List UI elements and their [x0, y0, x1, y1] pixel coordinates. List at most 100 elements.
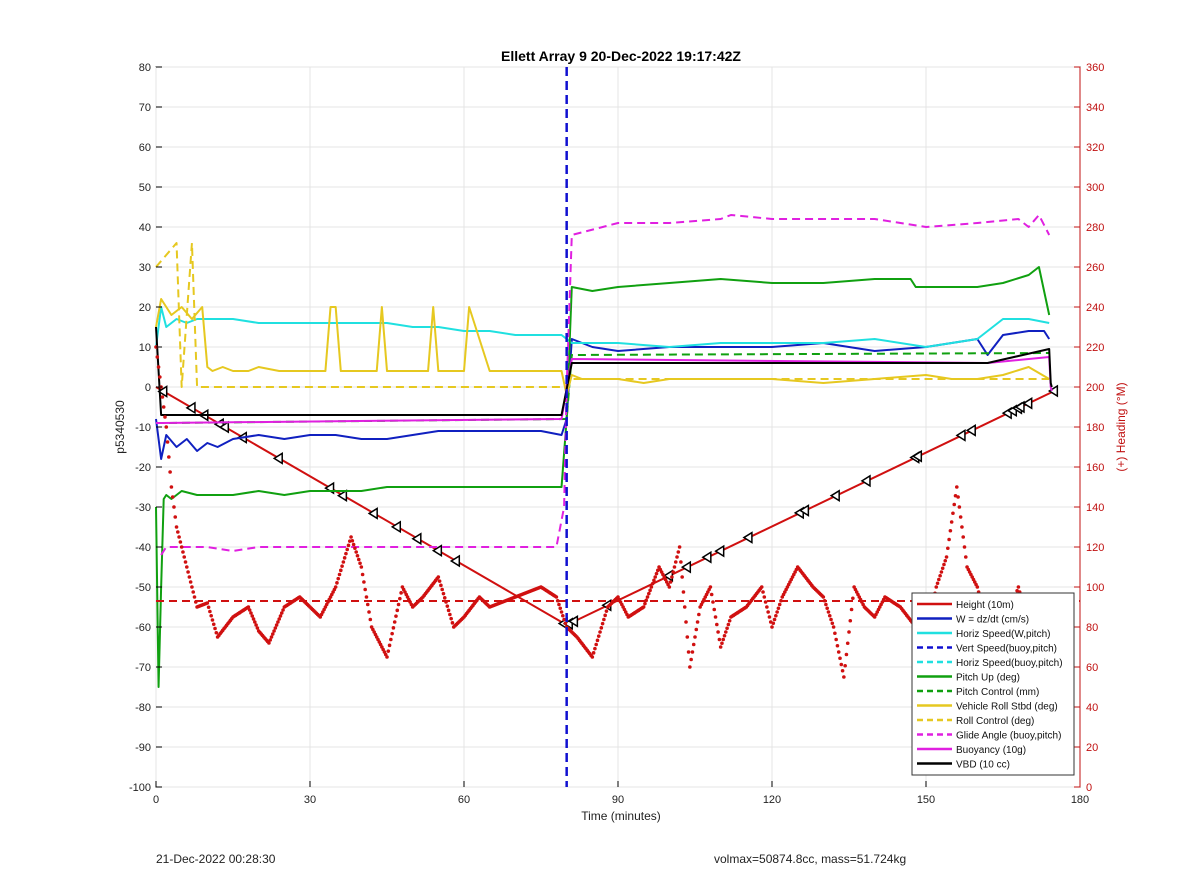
heading-point	[562, 617, 566, 622]
heading-point	[652, 578, 656, 583]
heading-point	[844, 652, 849, 657]
heading-point	[594, 642, 598, 647]
height-marker	[390, 520, 402, 534]
heading-point	[450, 621, 455, 625]
y-right-tick-label: 340	[1086, 102, 1104, 114]
heading-point	[213, 626, 217, 631]
heading-point	[961, 535, 966, 539]
heading-point	[163, 415, 167, 419]
heading-point	[333, 585, 338, 589]
heading-point	[368, 617, 373, 622]
y-tick-label: 60	[139, 142, 151, 154]
heading-point	[191, 590, 196, 594]
heading-point	[173, 515, 178, 519]
heading-point	[827, 613, 832, 618]
height-marker	[860, 474, 871, 488]
height-marker	[336, 489, 348, 502]
heading-point	[356, 557, 361, 562]
height-marker	[367, 507, 378, 520]
heading-point	[441, 591, 446, 596]
heading-point	[446, 608, 451, 613]
y-tick-label: -20	[135, 462, 151, 474]
heading-point	[385, 655, 389, 659]
heading-point	[938, 573, 942, 578]
heading-point	[350, 538, 355, 543]
heading-point	[445, 604, 450, 608]
y-right-tick-label: 80	[1086, 622, 1098, 634]
x-tick-label: 180	[1071, 794, 1089, 806]
heading-point	[187, 575, 192, 579]
heading-point	[249, 611, 253, 615]
heading-point	[689, 657, 693, 662]
axes-layer: 0 30 60 90 120 150 180-100-90-80-70-60-50-40-3…	[129, 62, 1104, 806]
heading-point	[164, 425, 169, 429]
heading-point	[772, 617, 777, 622]
heading-point	[155, 355, 160, 359]
heading-point	[845, 641, 850, 646]
heading-point	[670, 575, 674, 579]
heading-point	[602, 617, 606, 622]
heading-point	[436, 575, 441, 579]
heading-point	[363, 587, 367, 592]
heading-point	[341, 560, 346, 564]
height-marker	[1022, 396, 1033, 410]
heading-point	[160, 395, 165, 399]
heading-point	[668, 580, 673, 584]
series-line	[155, 326, 1053, 416]
heading-point	[826, 610, 831, 614]
x-tick-label: 60	[458, 794, 470, 806]
heading-point	[822, 598, 827, 603]
heading-point	[835, 643, 840, 648]
heading-point	[1016, 585, 1021, 589]
heading-point	[849, 607, 854, 612]
heading-point	[439, 583, 443, 588]
series-line	[155, 330, 1051, 460]
heading-point	[558, 606, 563, 611]
legend-entry: Buoyancy (10g)	[956, 745, 1026, 756]
y-tick-label: -100	[129, 782, 151, 794]
heading-point	[693, 635, 697, 639]
heading-point	[716, 630, 720, 634]
heading-point	[444, 600, 448, 604]
heading-point	[604, 609, 609, 613]
heading-point	[254, 623, 258, 627]
height-marker	[185, 401, 196, 415]
heading-point	[390, 631, 394, 636]
heading-point	[821, 595, 826, 599]
heading-point	[946, 546, 950, 551]
heading-point	[337, 572, 342, 577]
heading-point	[344, 551, 348, 556]
height-marker	[714, 544, 725, 558]
heading-point	[726, 622, 731, 627]
heading-point	[365, 602, 370, 607]
heading-point	[272, 629, 276, 633]
y-right-tick-label: 180	[1086, 422, 1104, 434]
y-tick-label: 40	[139, 222, 151, 234]
heading-point	[847, 630, 851, 634]
heading-point	[561, 613, 565, 618]
height-marker	[680, 560, 692, 574]
heading-point	[391, 626, 396, 630]
series-line	[155, 266, 1051, 688]
legend-entry: VBD (10 cc)	[956, 760, 1010, 771]
footer-volmax-mass: volmax=50874.8cc, mass=51.724kg	[714, 852, 907, 866]
heading-point	[183, 560, 188, 564]
heading-point	[774, 613, 778, 618]
heading-point	[691, 642, 696, 647]
legend-entry: Horiz Speed(buoy,pitch)	[956, 658, 1063, 669]
heading-point	[559, 610, 564, 614]
heading-point	[718, 645, 723, 649]
heading-point	[833, 631, 837, 636]
legend-entry: Pitch Up (deg)	[956, 673, 1020, 684]
heading-point	[766, 610, 770, 614]
heading-point	[353, 546, 357, 551]
y-tick-label: 50	[139, 182, 151, 194]
height-marker	[965, 424, 976, 437]
x-tick-label: 0	[153, 794, 159, 806]
heading-point	[557, 602, 561, 607]
heading-point	[721, 637, 726, 642]
heading-point	[211, 622, 216, 627]
heading-point	[210, 618, 215, 622]
heading-point	[169, 485, 174, 489]
heading-point	[667, 585, 672, 589]
